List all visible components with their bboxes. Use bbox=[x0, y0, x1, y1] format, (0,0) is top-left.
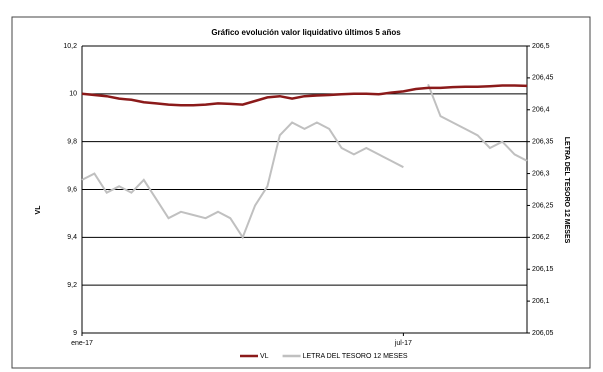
y-tick-label: 9,6 bbox=[67, 186, 77, 193]
y2-tick-label: 206,5 bbox=[532, 43, 550, 50]
y2-tick-label: 206,3 bbox=[532, 170, 550, 177]
y-tick-label: 10 bbox=[69, 91, 77, 98]
series-line bbox=[427, 83, 528, 162]
y2-tick-label: 206,05 bbox=[532, 330, 554, 337]
y2-tick-label: 206,4 bbox=[532, 107, 550, 114]
y2-axis-title: LETRA DEL TESORO 12 MESES bbox=[563, 137, 570, 244]
series-line bbox=[81, 84, 528, 107]
y-tick-label: 9 bbox=[73, 330, 77, 337]
chart-title: Gráfico evolución valor liquidativo últi… bbox=[211, 28, 401, 37]
y-tick-label: 9,2 bbox=[67, 282, 77, 289]
y-tick-label: 9,4 bbox=[67, 234, 77, 241]
y2-tick-label: 206,45 bbox=[532, 75, 554, 82]
legend-label: LETRA DEL TESORO 12 MESES bbox=[303, 353, 408, 360]
y2-tick-label: 206,25 bbox=[532, 202, 554, 209]
y-axis-title: VL bbox=[35, 205, 42, 215]
y2-tick-label: 206,2 bbox=[532, 234, 550, 241]
y-tick-label: 9,8 bbox=[67, 139, 77, 146]
x-tick-label: ene-17 bbox=[71, 340, 93, 347]
legend-label: VL bbox=[260, 353, 269, 360]
y-tick-label: 10,2 bbox=[63, 43, 77, 50]
chart-frame bbox=[11, 16, 591, 369]
y2-tick-label: 206,15 bbox=[532, 266, 554, 273]
series-line bbox=[81, 121, 404, 240]
x-tick-label: jul-17 bbox=[394, 340, 412, 347]
y2-tick-label: 206,35 bbox=[532, 139, 554, 146]
y2-tick-label: 206,1 bbox=[532, 298, 550, 305]
